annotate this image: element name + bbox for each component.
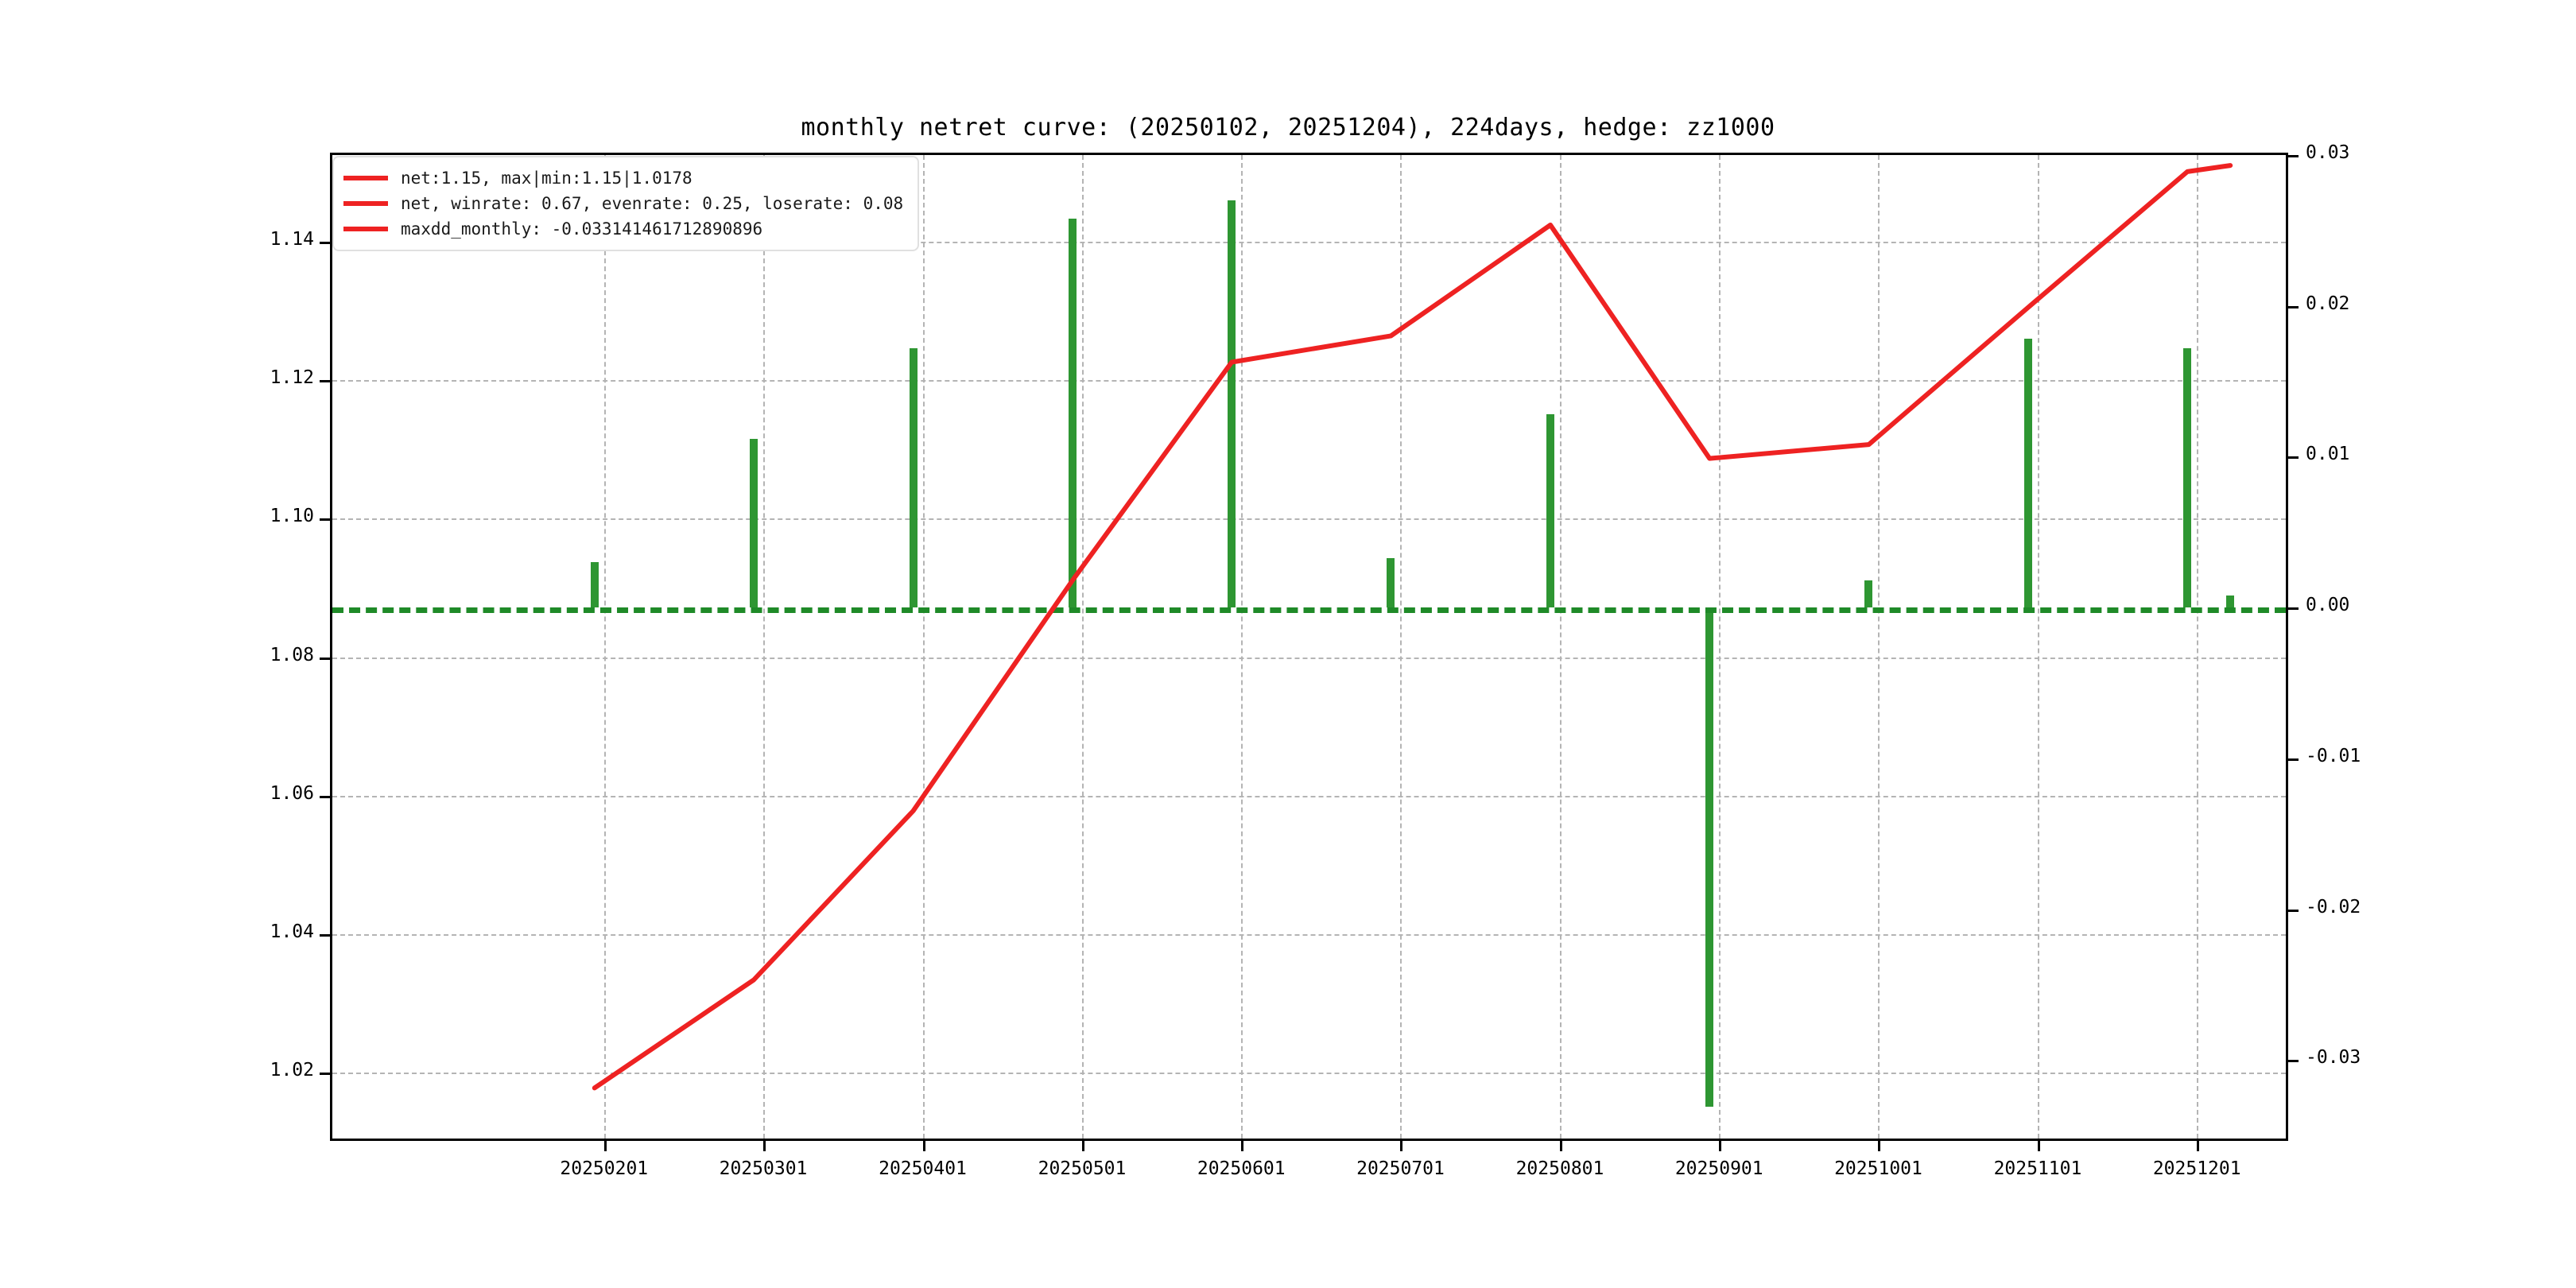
plot-area bbox=[330, 153, 2288, 1141]
x-tick-mark bbox=[763, 1141, 766, 1151]
x-tick-mark bbox=[922, 1141, 925, 1151]
bar-20250331 bbox=[909, 347, 918, 608]
right-tick-mark bbox=[2288, 305, 2299, 308]
x-tick-label: 20250501 bbox=[1038, 1158, 1127, 1179]
bar-20250930 bbox=[1864, 580, 1873, 608]
bar-20250131 bbox=[590, 562, 599, 608]
left-tick-label: 1.04 bbox=[270, 921, 314, 943]
right-tick-label: 0.03 bbox=[2306, 142, 2350, 163]
left-tick-mark bbox=[320, 934, 330, 937]
x-tick-label: 20251001 bbox=[1834, 1158, 1922, 1179]
x-tick-label: 20251201 bbox=[2152, 1158, 2241, 1179]
left-tick-label: 1.10 bbox=[270, 506, 314, 527]
right-tick-mark bbox=[2288, 758, 2299, 761]
right-tick-label: 0.01 bbox=[2306, 444, 2350, 465]
left-tick-label: 1.14 bbox=[270, 228, 314, 250]
right-tick-label: 0.00 bbox=[2306, 595, 2350, 616]
bar-20250430 bbox=[1068, 218, 1077, 608]
left-tick-mark bbox=[320, 241, 330, 244]
x-tick-label: 20250801 bbox=[1515, 1158, 1604, 1179]
bar-20250630 bbox=[1387, 557, 1395, 608]
x-tick-mark bbox=[603, 1141, 607, 1151]
legend-item-net-rates[interactable]: net, winrate: 0.67, evenrate: 0.25, lose… bbox=[343, 191, 903, 216]
x-tick-mark bbox=[1241, 1141, 1244, 1151]
right-tick-mark bbox=[2288, 909, 2299, 912]
x-tick-label: 20250301 bbox=[719, 1158, 808, 1179]
legend-swatch-icon bbox=[343, 201, 388, 206]
left-tick-mark bbox=[320, 380, 330, 383]
x-tick-label: 20250201 bbox=[560, 1158, 649, 1179]
plot-inner bbox=[332, 155, 2286, 1139]
left-tick-label: 1.06 bbox=[270, 782, 314, 804]
right-tick-label: -0.01 bbox=[2306, 745, 2361, 766]
x-tick-mark bbox=[1081, 1141, 1084, 1151]
x-tick-mark bbox=[1878, 1141, 1881, 1151]
right-tick-label: 0.02 bbox=[2306, 293, 2350, 314]
right-tick-mark bbox=[2288, 155, 2299, 157]
right-tick-label: -0.03 bbox=[2306, 1047, 2361, 1069]
left-tick-label: 1.12 bbox=[270, 367, 314, 389]
chart-legend: net:1.15, max|min:1.15|1.0178 net, winrat… bbox=[332, 156, 920, 251]
right-tick-label: -0.02 bbox=[2306, 896, 2361, 918]
legend-item-label: net:1.15, max|min:1.15|1.0178 bbox=[401, 169, 692, 188]
left-tick-mark bbox=[320, 1073, 330, 1076]
net-value-line bbox=[592, 163, 2233, 1091]
zero-reference-line bbox=[332, 607, 2286, 614]
left-tick-mark bbox=[320, 795, 330, 798]
x-tick-mark bbox=[2037, 1141, 2040, 1151]
x-tick-mark bbox=[1559, 1141, 1562, 1151]
right-tick-mark bbox=[2288, 1060, 2299, 1063]
bar-20251128 bbox=[2183, 347, 2192, 608]
bar-20251031 bbox=[2023, 339, 2032, 608]
left-tick-label: 1.08 bbox=[270, 644, 314, 665]
legend-item-maxdd-monthly[interactable]: maxdd_monthly: -0.033141461712890896 bbox=[343, 216, 903, 242]
left-tick-label: 1.02 bbox=[270, 1060, 314, 1081]
x-tick-label: 20250701 bbox=[1356, 1158, 1445, 1179]
left-tick-mark bbox=[320, 518, 330, 522]
x-tick-label: 20250401 bbox=[879, 1158, 967, 1179]
bar-20251204 bbox=[2226, 595, 2235, 608]
x-tick-label: 20250901 bbox=[1674, 1158, 1763, 1179]
legend-swatch-icon bbox=[343, 227, 388, 231]
x-tick-label: 20251101 bbox=[1993, 1158, 2082, 1179]
bar-20250829 bbox=[1705, 607, 1714, 1108]
legend-item-label: net, winrate: 0.67, evenrate: 0.25, lose… bbox=[401, 194, 904, 213]
x-tick-mark bbox=[1719, 1141, 1722, 1151]
right-tick-mark bbox=[2288, 456, 2299, 460]
legend-item-net-summary[interactable]: net:1.15, max|min:1.15|1.0178 bbox=[343, 165, 903, 191]
legend-item-label: maxdd_monthly: -0.033141461712890896 bbox=[401, 219, 763, 239]
chart-title: monthly netret curve: (20250102, 2025120… bbox=[801, 114, 1775, 142]
bar-20250228 bbox=[750, 438, 758, 608]
x-tick-label: 20250601 bbox=[1197, 1158, 1286, 1179]
x-tick-mark bbox=[1400, 1141, 1403, 1151]
bar-20250530 bbox=[1228, 200, 1236, 608]
x-tick-mark bbox=[2197, 1141, 2200, 1151]
bar-20250731 bbox=[1546, 414, 1554, 608]
left-tick-mark bbox=[320, 657, 330, 660]
legend-swatch-icon bbox=[343, 176, 388, 180]
right-tick-mark bbox=[2288, 607, 2299, 611]
